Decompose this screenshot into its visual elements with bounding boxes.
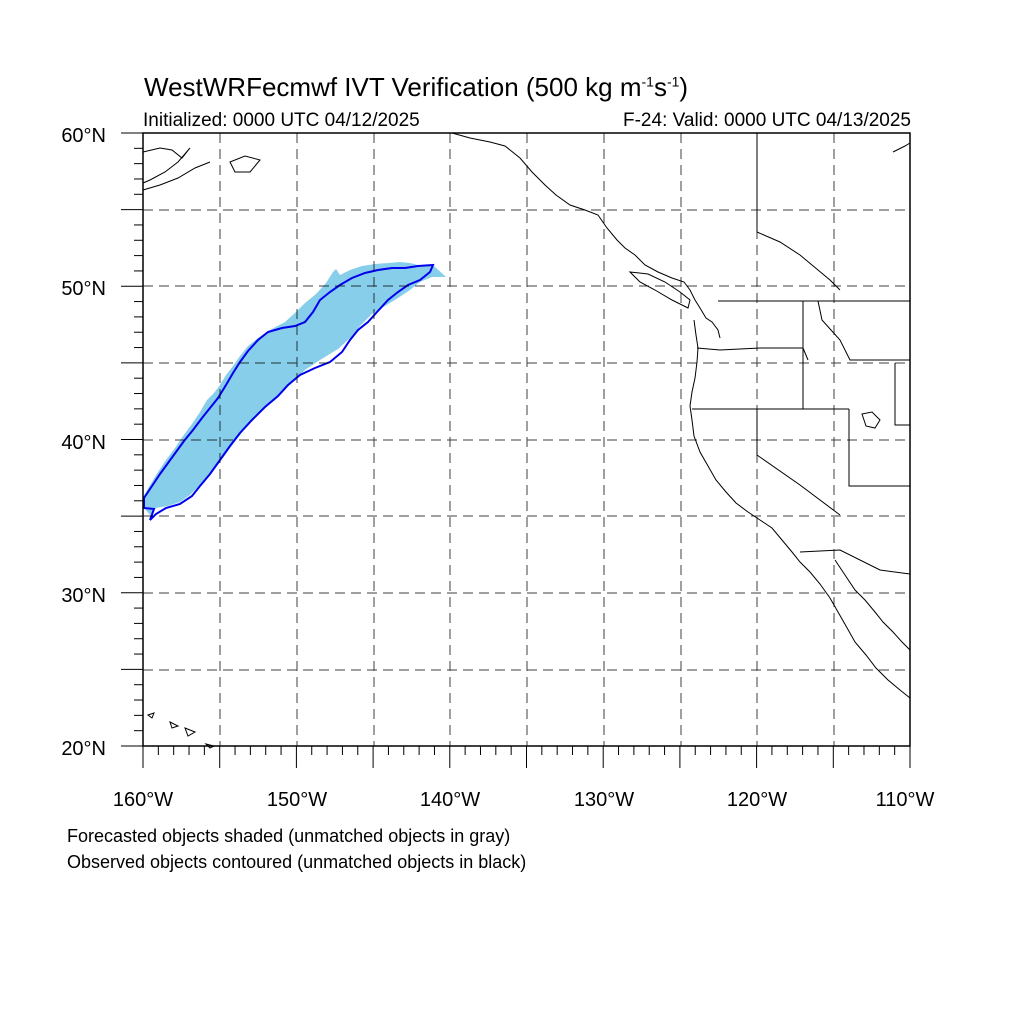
latitude-labels: 60°N 50°N 40°N 30°N 20°N: [61, 125, 106, 760]
longitude-labels: 160°W 150°W 140°W 130°W 120°W 110°W: [113, 789, 935, 811]
lon-label-140: 140°W: [420, 789, 480, 811]
lat-label-20: 20°N: [61, 738, 106, 760]
baja-coast-east: [834, 559, 911, 651]
observed-contour: [143, 263, 435, 521]
nv-ut-border: [848, 409, 910, 487]
mt-border: [817, 300, 910, 361]
great-salt-lake: [861, 411, 881, 429]
kodiak-island: [229, 155, 261, 173]
lat-label-60: 60°N: [61, 125, 106, 147]
observed-legend-note: Observed objects contoured (unmatched ob…: [67, 852, 527, 872]
gulf-alaska-coast: [451, 132, 721, 339]
ca-nv-border: [756, 409, 841, 516]
lon-label-160: 160°W: [113, 789, 173, 811]
alaska-coast: [142, 147, 191, 184]
graticule: [143, 133, 910, 746]
forecast-object: [143, 262, 446, 515]
forecast-legend-note: Forecasted objects shaded (unmatched obj…: [67, 826, 511, 846]
mexico-border: [799, 549, 911, 575]
hawaii-1: [146, 712, 155, 719]
ne-corner-coast: [892, 142, 911, 153]
lat-label-50: 50°N: [61, 278, 106, 300]
coastlines: [142, 132, 911, 749]
canada-interior: [756, 133, 841, 291]
lon-label-150: 150°W: [267, 789, 327, 811]
hawaii-2: [169, 721, 180, 729]
lon-label-120: 120°W: [727, 789, 787, 811]
west-coast: [689, 319, 911, 699]
initialized-time: Initialized: 0000 UTC 04/12/2025: [143, 110, 420, 131]
map-title: WestWRFecmwf IVT Verification (500 kg m-…: [144, 72, 689, 102]
ut-co-edge: [894, 363, 910, 426]
lon-label-130: 130°W: [574, 789, 634, 811]
alaska-peninsula: [142, 161, 211, 191]
valid-time: F-24: Valid: 0000 UTC 04/13/2025: [623, 110, 911, 131]
lon-label-110: 110°W: [876, 789, 935, 811]
lat-label-30: 30°N: [61, 585, 106, 607]
hawaii-3: [184, 727, 197, 737]
wa-or-border: [696, 347, 809, 361]
lat-label-40: 40°N: [61, 432, 106, 454]
axis-ticks: [121, 132, 911, 768]
